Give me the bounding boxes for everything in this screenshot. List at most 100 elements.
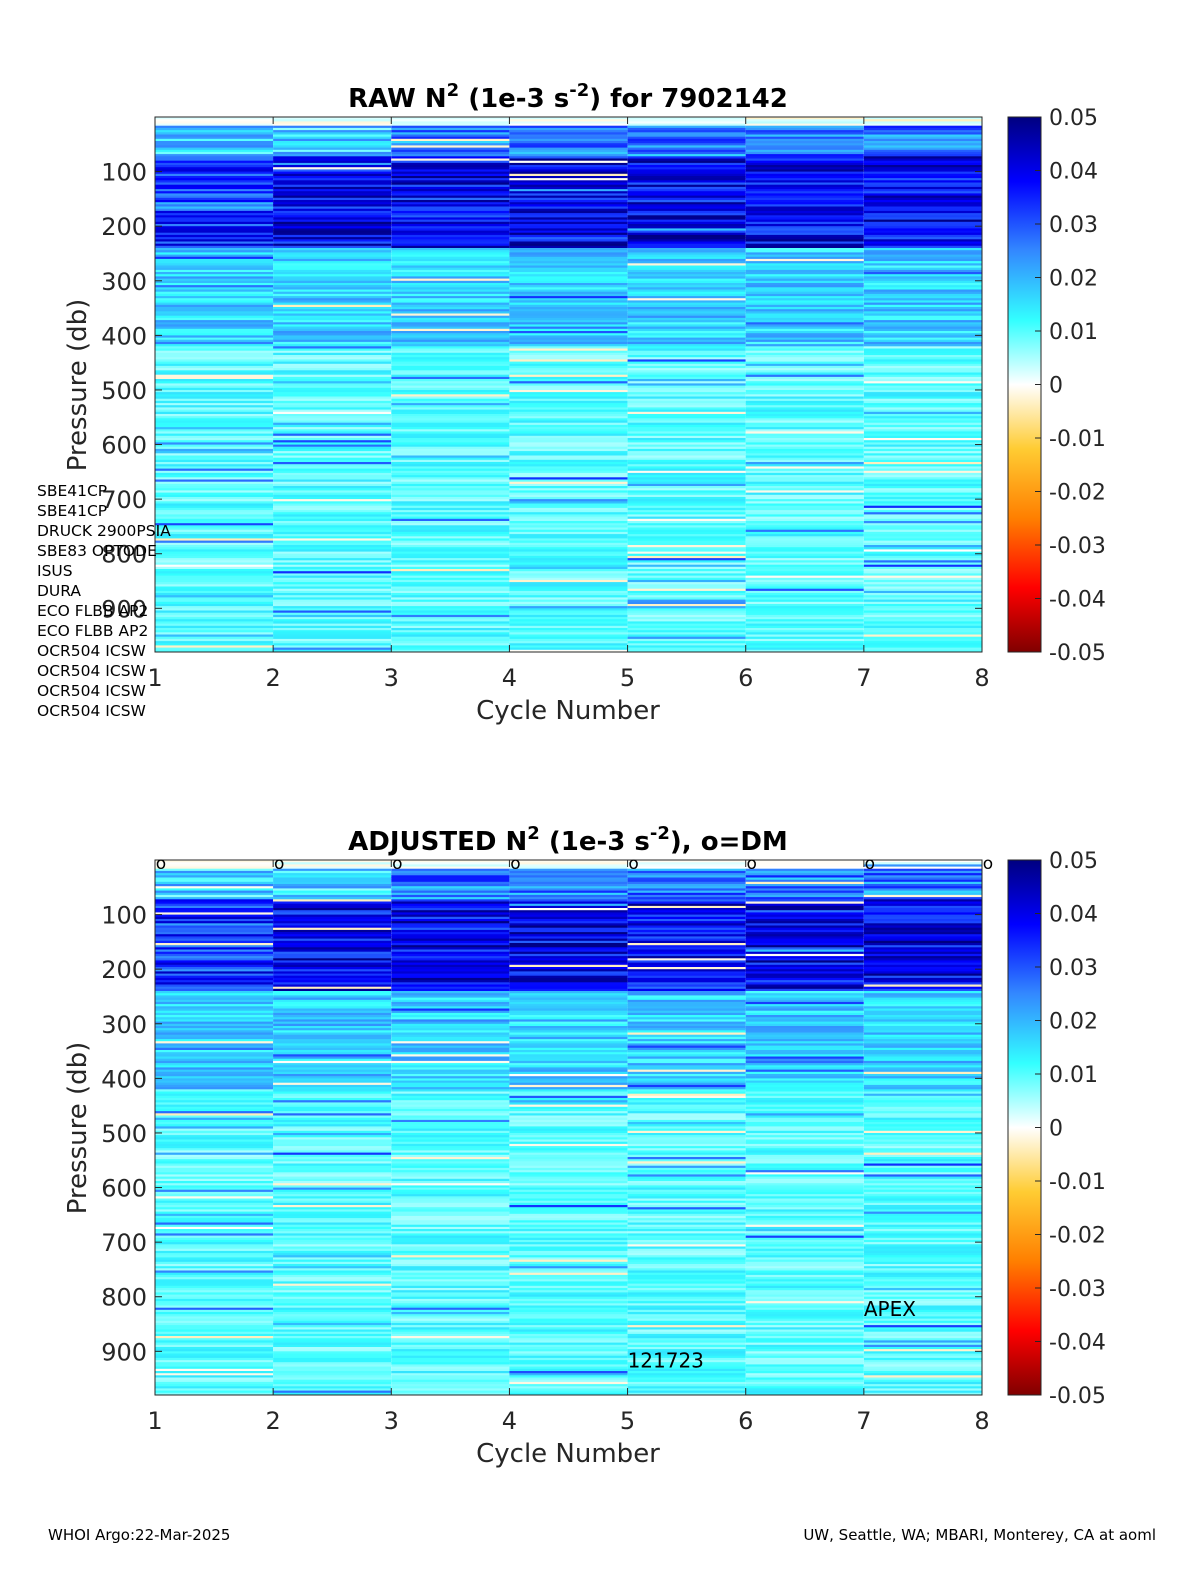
heat-cell — [863, 392, 982, 395]
heat-cell — [509, 1157, 628, 1160]
heat-cell — [273, 195, 392, 199]
heat-cell — [863, 1063, 982, 1066]
heat-cell — [273, 538, 392, 541]
heat-cell — [155, 1386, 274, 1389]
heat-cell — [863, 418, 982, 421]
heat-cell — [509, 420, 628, 424]
heat-cell — [863, 396, 982, 400]
heat-cell — [627, 1163, 746, 1167]
heat-cell — [391, 221, 510, 225]
heat-cell — [509, 309, 628, 312]
heat-cell — [863, 1157, 982, 1160]
heat-cell — [391, 326, 510, 330]
heat-cell — [155, 632, 274, 635]
heat-cell — [391, 1331, 510, 1335]
heat-cell — [509, 1067, 628, 1070]
heat-cell — [627, 272, 746, 275]
heat-cell — [863, 510, 982, 513]
heat-cell — [745, 1183, 864, 1186]
heat-cell — [863, 219, 982, 223]
heat-cell — [509, 595, 628, 598]
heat-cell — [391, 905, 510, 909]
heat-cell — [273, 1080, 392, 1084]
heat-cell — [745, 208, 864, 212]
heat-cell — [273, 252, 392, 255]
colorbar-tick-label: -0.03 — [1049, 534, 1106, 559]
heat-cell — [273, 1098, 392, 1101]
heat-cell — [509, 226, 628, 229]
heat-cell — [273, 1368, 392, 1372]
heat-cell — [391, 628, 510, 631]
heat-cell — [863, 191, 982, 194]
colorbar-tick-label: 0.02 — [1049, 267, 1098, 292]
heat-cell — [273, 156, 392, 159]
heat-cell — [627, 346, 746, 349]
heat-cell — [391, 272, 510, 275]
heat-cell — [273, 490, 392, 493]
heat-cell — [273, 243, 392, 247]
heat-cell — [745, 951, 864, 955]
heat-cell — [155, 438, 274, 441]
heat-cell — [745, 1023, 864, 1027]
heat-cell — [509, 169, 628, 172]
heat-cell — [627, 169, 746, 172]
heat-cell — [155, 540, 274, 544]
heat-cell — [745, 1126, 864, 1129]
heat-cell — [745, 1281, 864, 1284]
heat-cell — [155, 475, 274, 478]
heat-cell — [155, 612, 274, 616]
heat-cell — [509, 899, 628, 902]
heat-cell — [155, 860, 274, 863]
heat-cell — [155, 1364, 274, 1367]
heat-cell — [745, 1124, 864, 1127]
heat-cell — [627, 289, 746, 293]
heat-cell — [509, 1213, 628, 1217]
heat-cell — [391, 1161, 510, 1164]
heat-cell — [273, 335, 392, 338]
heat-cell — [863, 1113, 982, 1116]
heat-cell — [627, 361, 746, 365]
heat-cell — [155, 1047, 274, 1051]
heat-cell — [745, 636, 864, 640]
heat-cell — [155, 357, 274, 360]
heat-cell — [509, 381, 628, 384]
heat-cell — [273, 588, 392, 592]
heat-cell — [863, 1384, 982, 1387]
heat-cell — [509, 593, 628, 596]
heat-cell — [863, 884, 982, 887]
heat-cell — [273, 967, 392, 970]
heat-cell — [745, 919, 864, 922]
heat-cell — [863, 529, 982, 533]
heat-cell — [273, 899, 392, 902]
heat-cell — [155, 608, 274, 611]
heat-cell — [627, 1157, 746, 1160]
heat-cell — [391, 206, 510, 210]
heat-cell — [745, 479, 864, 483]
chart-annotation: APEX — [864, 1297, 916, 1321]
heat-cell — [273, 486, 392, 489]
heat-cell — [863, 151, 982, 155]
heat-cell — [863, 1060, 982, 1064]
heat-cell — [155, 1322, 274, 1326]
heat-cell — [863, 614, 982, 618]
heat-cell — [273, 481, 392, 485]
heat-cell — [273, 542, 392, 546]
heat-cell — [509, 355, 628, 358]
heat-cell — [863, 466, 982, 469]
heat-cell — [273, 1379, 392, 1383]
heat-cell — [155, 228, 274, 231]
heat-cell — [155, 1257, 274, 1260]
heat-cell — [155, 649, 274, 653]
heat-cell — [155, 392, 274, 395]
heat-cell — [155, 1292, 274, 1295]
heat-cell — [155, 390, 274, 393]
heat-cell — [627, 562, 746, 566]
heat-cell — [273, 357, 392, 360]
heat-cell — [273, 269, 392, 273]
heat-cell — [273, 289, 392, 293]
heat-cell — [863, 1377, 982, 1381]
heat-cell — [627, 636, 746, 640]
heat-cell — [273, 1082, 392, 1086]
heat-cell — [863, 320, 982, 323]
heat-cell — [745, 313, 864, 317]
